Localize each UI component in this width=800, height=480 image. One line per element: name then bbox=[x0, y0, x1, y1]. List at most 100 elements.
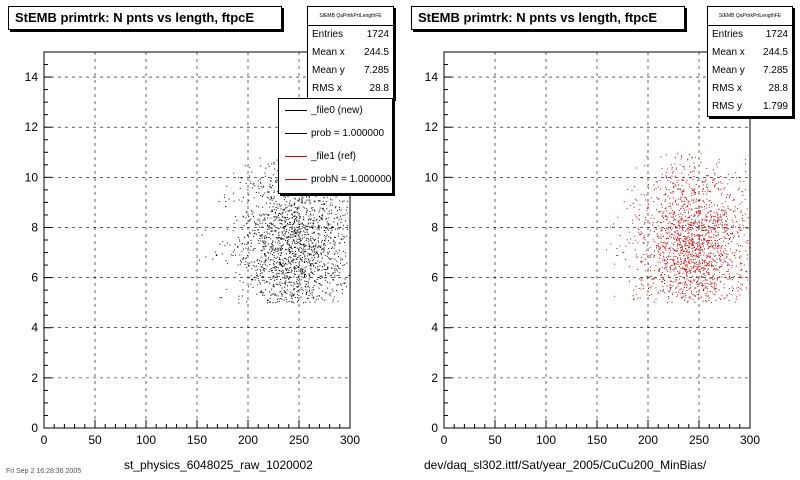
data-point bbox=[312, 214, 314, 216]
data-point bbox=[290, 205, 292, 207]
data-point bbox=[663, 255, 665, 257]
data-point bbox=[737, 189, 739, 191]
data-point bbox=[704, 260, 706, 262]
data-point bbox=[683, 179, 685, 181]
data-point bbox=[698, 294, 700, 296]
data-point bbox=[706, 287, 708, 289]
data-point bbox=[276, 279, 278, 280]
data-point bbox=[314, 246, 316, 248]
stats-label: RMS y bbox=[712, 101, 742, 112]
data-point bbox=[308, 195, 310, 197]
data-point bbox=[272, 233, 274, 235]
data-point bbox=[297, 286, 299, 288]
data-point bbox=[272, 254, 273, 256]
data-point bbox=[698, 239, 700, 240]
data-point bbox=[666, 168, 668, 170]
data-point bbox=[290, 231, 292, 233]
data-point bbox=[730, 233, 731, 235]
data-point bbox=[667, 228, 669, 230]
data-point bbox=[340, 227, 342, 229]
data-point bbox=[696, 261, 698, 263]
data-point bbox=[687, 159, 689, 161]
data-point bbox=[710, 236, 712, 238]
data-point bbox=[323, 250, 325, 252]
data-point bbox=[272, 206, 274, 208]
data-point bbox=[710, 277, 712, 279]
y-tick-label: 12 bbox=[425, 120, 439, 134]
data-point bbox=[323, 243, 325, 245]
data-point bbox=[704, 191, 706, 193]
data-point bbox=[665, 171, 667, 173]
data-point bbox=[743, 227, 745, 229]
data-point bbox=[614, 295, 616, 297]
data-point bbox=[702, 263, 703, 265]
data-point bbox=[665, 256, 667, 258]
data-point bbox=[714, 239, 716, 241]
data-point bbox=[684, 293, 686, 295]
data-point bbox=[300, 237, 302, 239]
y-tick-label: 0 bbox=[31, 421, 38, 435]
data-point bbox=[293, 241, 295, 243]
data-point bbox=[640, 193, 642, 195]
data-point bbox=[714, 256, 716, 258]
data-point bbox=[309, 246, 311, 248]
data-point bbox=[700, 153, 702, 155]
data-point bbox=[655, 187, 657, 189]
data-point bbox=[707, 242, 709, 244]
data-point bbox=[344, 236, 346, 238]
data-point bbox=[272, 275, 274, 277]
data-point bbox=[648, 286, 650, 288]
data-point bbox=[651, 293, 652, 295]
data-point bbox=[324, 255, 326, 257]
data-point bbox=[665, 268, 667, 270]
data-point bbox=[299, 218, 301, 219]
data-point bbox=[679, 164, 681, 166]
data-point bbox=[299, 289, 301, 290]
data-point bbox=[700, 255, 702, 257]
data-point bbox=[674, 237, 676, 239]
data-point bbox=[244, 258, 246, 260]
data-point bbox=[301, 198, 303, 200]
data-point bbox=[228, 198, 230, 200]
data-point bbox=[742, 194, 744, 196]
data-point bbox=[320, 217, 322, 219]
data-point bbox=[692, 233, 694, 235]
data-point bbox=[315, 219, 317, 221]
data-point bbox=[655, 287, 657, 289]
data-point bbox=[670, 280, 672, 282]
data-point bbox=[286, 201, 288, 203]
data-point bbox=[716, 221, 718, 222]
data-point bbox=[719, 266, 721, 268]
data-point bbox=[272, 259, 274, 261]
data-point bbox=[703, 224, 705, 226]
data-point bbox=[670, 289, 672, 291]
data-point bbox=[277, 261, 279, 263]
data-point bbox=[285, 272, 287, 274]
data-point bbox=[301, 199, 302, 201]
data-point bbox=[719, 247, 721, 249]
data-point bbox=[334, 228, 336, 230]
data-point bbox=[682, 228, 683, 230]
data-point bbox=[683, 207, 685, 209]
data-point bbox=[710, 191, 712, 193]
data-point bbox=[705, 216, 707, 218]
data-point bbox=[287, 224, 289, 226]
data-point bbox=[671, 259, 673, 261]
data-point bbox=[269, 291, 271, 293]
data-point bbox=[290, 284, 292, 286]
data-point bbox=[262, 294, 263, 296]
data-point bbox=[300, 201, 302, 203]
data-point bbox=[243, 248, 244, 250]
data-point bbox=[689, 224, 691, 226]
data-point bbox=[696, 234, 698, 236]
data-point bbox=[278, 300, 280, 302]
data-point bbox=[332, 279, 334, 281]
left-legend: _file0 (new) prob = 1.000000 _file1 (ref… bbox=[278, 98, 393, 194]
data-point bbox=[321, 208, 323, 209]
data-point bbox=[681, 218, 683, 220]
data-point bbox=[704, 268, 706, 270]
data-point bbox=[691, 259, 693, 261]
data-point bbox=[658, 268, 660, 270]
data-point bbox=[631, 190, 633, 192]
data-point bbox=[685, 268, 687, 270]
